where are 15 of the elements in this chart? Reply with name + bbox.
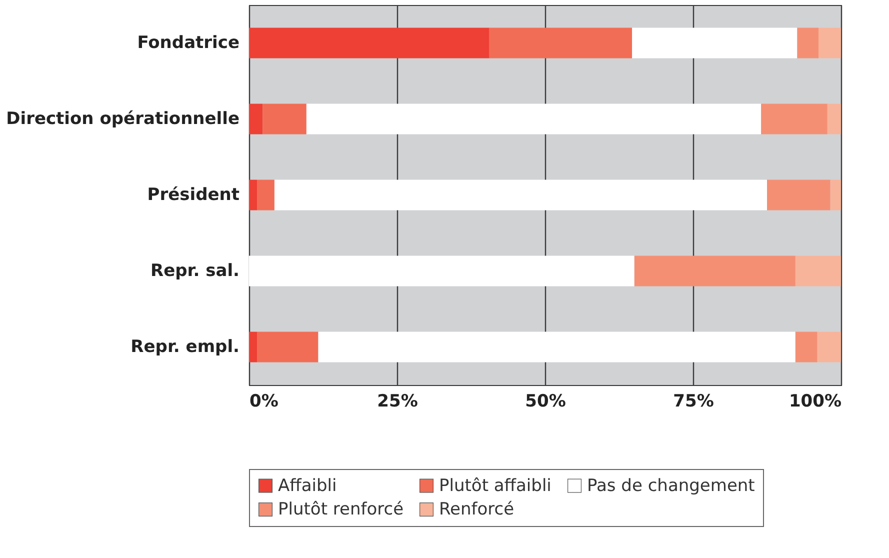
x-tick-label: 0%	[250, 392, 278, 412]
x-tick-label: 25%	[377, 392, 418, 412]
y-tick-label: Fondatrice	[137, 33, 240, 53]
y-tick-label: Président	[147, 185, 240, 205]
legend-label: Affaibli	[278, 476, 337, 496]
x-tick-label: 75%	[673, 392, 714, 412]
legend-label: Pas de changement	[587, 476, 756, 496]
legend-label: Renforcé	[439, 500, 514, 520]
y-tick-label: Direction opérationnelle	[6, 109, 240, 129]
y-tick-label: Repr. sal.	[150, 261, 240, 281]
x-tick-label: 100%	[788, 392, 842, 412]
legend-label: Plutôt renforcé	[278, 500, 404, 520]
x-tick-label: 50%	[525, 392, 566, 412]
legend-label: Plutôt affaibli	[439, 476, 552, 496]
y-tick-label: Repr. empl.	[130, 337, 240, 357]
